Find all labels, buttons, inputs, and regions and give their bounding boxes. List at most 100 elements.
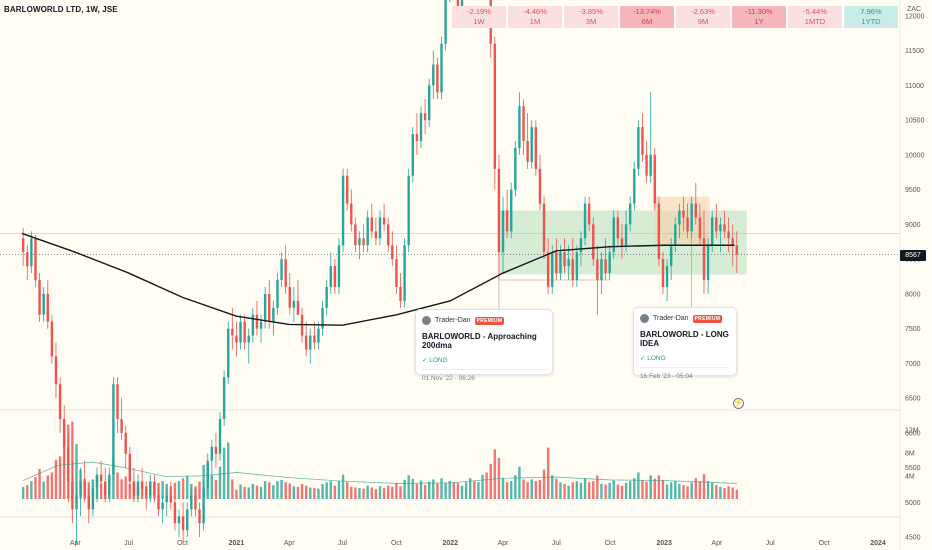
volume-bar xyxy=(612,480,615,499)
candle-body xyxy=(99,474,103,482)
volume-ma-line xyxy=(23,461,737,484)
candle-body xyxy=(218,419,222,454)
volume-bar xyxy=(91,479,95,499)
idea-author[interactable]: Trader-Dan xyxy=(653,315,689,322)
candle-body xyxy=(54,356,58,385)
candle-body xyxy=(329,266,332,287)
perf-1m[interactable]: -4.46% 1M xyxy=(508,6,562,28)
volume-bar xyxy=(214,479,218,499)
volume-bar xyxy=(710,482,714,499)
time-tick-label: Jul xyxy=(338,540,347,547)
price-tick-label: 4500 xyxy=(905,535,921,542)
volume-bar xyxy=(624,482,628,499)
candle-body xyxy=(542,203,546,253)
candle-body xyxy=(444,0,447,44)
price-tick-label: 7000 xyxy=(905,361,921,368)
idea-title[interactable]: BARLOWORLD - Approaching 200dma xyxy=(422,332,537,350)
candle-body xyxy=(38,280,41,315)
perf-value: -4.46% xyxy=(523,7,547,16)
perf-1ytd[interactable]: 7.96% 1YTD xyxy=(844,6,898,28)
candle-body xyxy=(337,245,341,287)
perf-1mtd[interactable]: -5.44% 1MTD xyxy=(788,6,842,28)
volume-bar xyxy=(235,489,238,499)
volume-bar xyxy=(473,481,476,499)
candle-body xyxy=(657,203,661,260)
volume-bar xyxy=(530,479,533,499)
volume-bar xyxy=(169,486,173,499)
volume-bar xyxy=(370,487,373,499)
candle-body xyxy=(587,203,591,225)
candle-body xyxy=(272,307,275,322)
idea-card[interactable]: Trader-Dan PREMIUM BARLOWORLD - Approachi… xyxy=(415,309,553,382)
volume-bar xyxy=(358,488,361,499)
perf-1w[interactable]: -2.19% 1W xyxy=(452,6,506,28)
volume-bar xyxy=(702,474,706,499)
price-tick-label: 12000 xyxy=(905,13,925,20)
candle-body xyxy=(419,113,423,142)
volume-bar xyxy=(341,474,345,499)
perf-6m[interactable]: -13.74% 6M xyxy=(620,6,674,28)
volume-bar xyxy=(87,482,90,499)
candle-body xyxy=(411,134,414,176)
candle-body xyxy=(345,175,349,204)
volume-bar xyxy=(116,472,119,499)
candle-body xyxy=(534,127,538,169)
candle-body xyxy=(497,168,501,253)
volume-bar xyxy=(674,481,677,499)
candle-body xyxy=(612,217,615,253)
check-icon: ✓ xyxy=(640,355,648,362)
volume-bar xyxy=(616,484,620,499)
volume-bar xyxy=(464,482,468,499)
perf-period: 6M xyxy=(641,17,653,26)
volume-bar xyxy=(460,485,464,499)
perf-9m[interactable]: -2.63% 9M xyxy=(676,6,730,28)
perf-3m[interactable]: -3.85% 3M xyxy=(564,6,618,28)
candle-body xyxy=(391,245,394,260)
volume-bar xyxy=(26,485,29,499)
idea-card[interactable]: Trader-Dan PREMIUM BARLOWORLD - LONG IDEA… xyxy=(633,307,737,380)
candle-body xyxy=(706,245,710,281)
idea-title[interactable]: BARLOWORLD - LONG IDEA xyxy=(640,330,729,348)
volume-bar xyxy=(665,484,669,499)
candle-body xyxy=(313,335,316,343)
candle-body xyxy=(124,432,127,454)
candle-body xyxy=(374,231,378,239)
volume-bar xyxy=(522,479,525,499)
volume-bar xyxy=(382,488,386,499)
reaction-box-zone xyxy=(654,196,710,246)
candle-body xyxy=(194,495,197,510)
candle-body xyxy=(440,43,443,93)
volume-bar xyxy=(177,481,181,499)
volume-bar xyxy=(198,481,201,499)
volume-bar xyxy=(210,475,214,499)
candle-body xyxy=(247,335,250,343)
volume-bar xyxy=(206,460,209,499)
volume-bar xyxy=(157,482,160,499)
volume-bar xyxy=(165,483,168,499)
perf-1y[interactable]: -11.30% 1Y xyxy=(732,6,786,28)
candle-body xyxy=(259,321,263,329)
candle-body xyxy=(715,217,718,232)
time-tick-label: Apr xyxy=(711,540,723,547)
time-tick-label: 2023 xyxy=(656,540,672,547)
candle-body xyxy=(600,259,603,281)
volume-bar xyxy=(276,481,279,499)
perf-period: 1W xyxy=(473,17,485,26)
volume-bar xyxy=(579,482,583,499)
time-tick-label: Oct xyxy=(819,540,830,547)
volume-bar xyxy=(592,481,595,499)
volume-bar xyxy=(149,482,152,499)
volume-bar xyxy=(596,475,599,499)
candle-body xyxy=(661,259,665,287)
candle-body xyxy=(325,286,328,308)
lightning-icon[interactable]: ⚡ xyxy=(733,398,744,409)
idea-author[interactable]: Trader-Dan xyxy=(435,317,471,324)
candle-body xyxy=(674,224,677,246)
candle-body xyxy=(653,154,656,204)
candle-body xyxy=(333,266,337,287)
volume-bar xyxy=(120,479,123,499)
idea-date: 01 Nov '22 - 06:26 xyxy=(422,375,475,382)
volume-bar xyxy=(448,481,451,499)
volume-bar xyxy=(678,483,681,499)
